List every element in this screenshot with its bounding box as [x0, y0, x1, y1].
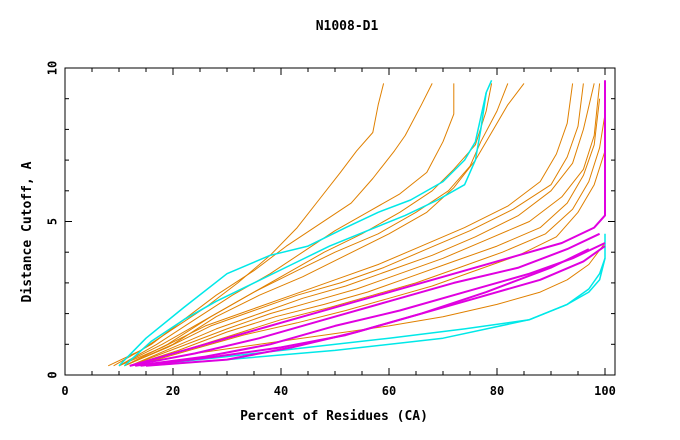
- series-line-c1: [118, 79, 493, 367]
- series-line-m5: [145, 248, 590, 367]
- series-line-o4: [118, 83, 493, 367]
- series-line-o11: [129, 98, 601, 367]
- series-line-o13: [135, 150, 606, 367]
- series-line-o6: [124, 83, 525, 367]
- x-axis-label: Percent of Residues (CA): [240, 409, 428, 424]
- x-tick-label: 40: [274, 384, 288, 398]
- series-line-o5: [124, 83, 509, 367]
- y-tick-label: 0: [46, 371, 60, 378]
- series-line-m2: [129, 232, 601, 367]
- x-tick-label: 100: [594, 384, 616, 398]
- series-line-o3: [118, 83, 455, 367]
- series-line-o8: [124, 83, 584, 367]
- series-layer: [107, 79, 606, 367]
- series-line-o9: [129, 83, 595, 367]
- series-line-c2: [123, 92, 487, 367]
- plot-frame: [64, 67, 616, 376]
- series-line-c4: [145, 258, 606, 367]
- series-line-m1: [129, 80, 606, 367]
- y-tick-label: 10: [46, 61, 60, 75]
- series-line-o10: [129, 83, 601, 367]
- x-tick-label: 20: [166, 384, 180, 398]
- series-line-o7: [118, 83, 574, 367]
- x-tick-label: 0: [61, 384, 68, 398]
- y-axis-label: Distance Cutoff, A: [20, 161, 35, 302]
- chart-title: N1008-D1: [316, 19, 379, 34]
- y-tick-label: 5: [46, 218, 60, 225]
- x-tick-label: 60: [382, 384, 396, 398]
- tick-layer: 0 20 40 60 80 100 0 5 10: [46, 61, 616, 398]
- series-line-o1: [107, 83, 385, 367]
- x-tick-label: 80: [490, 384, 504, 398]
- series-line-o12: [135, 114, 606, 367]
- series-line-o14: [129, 242, 606, 367]
